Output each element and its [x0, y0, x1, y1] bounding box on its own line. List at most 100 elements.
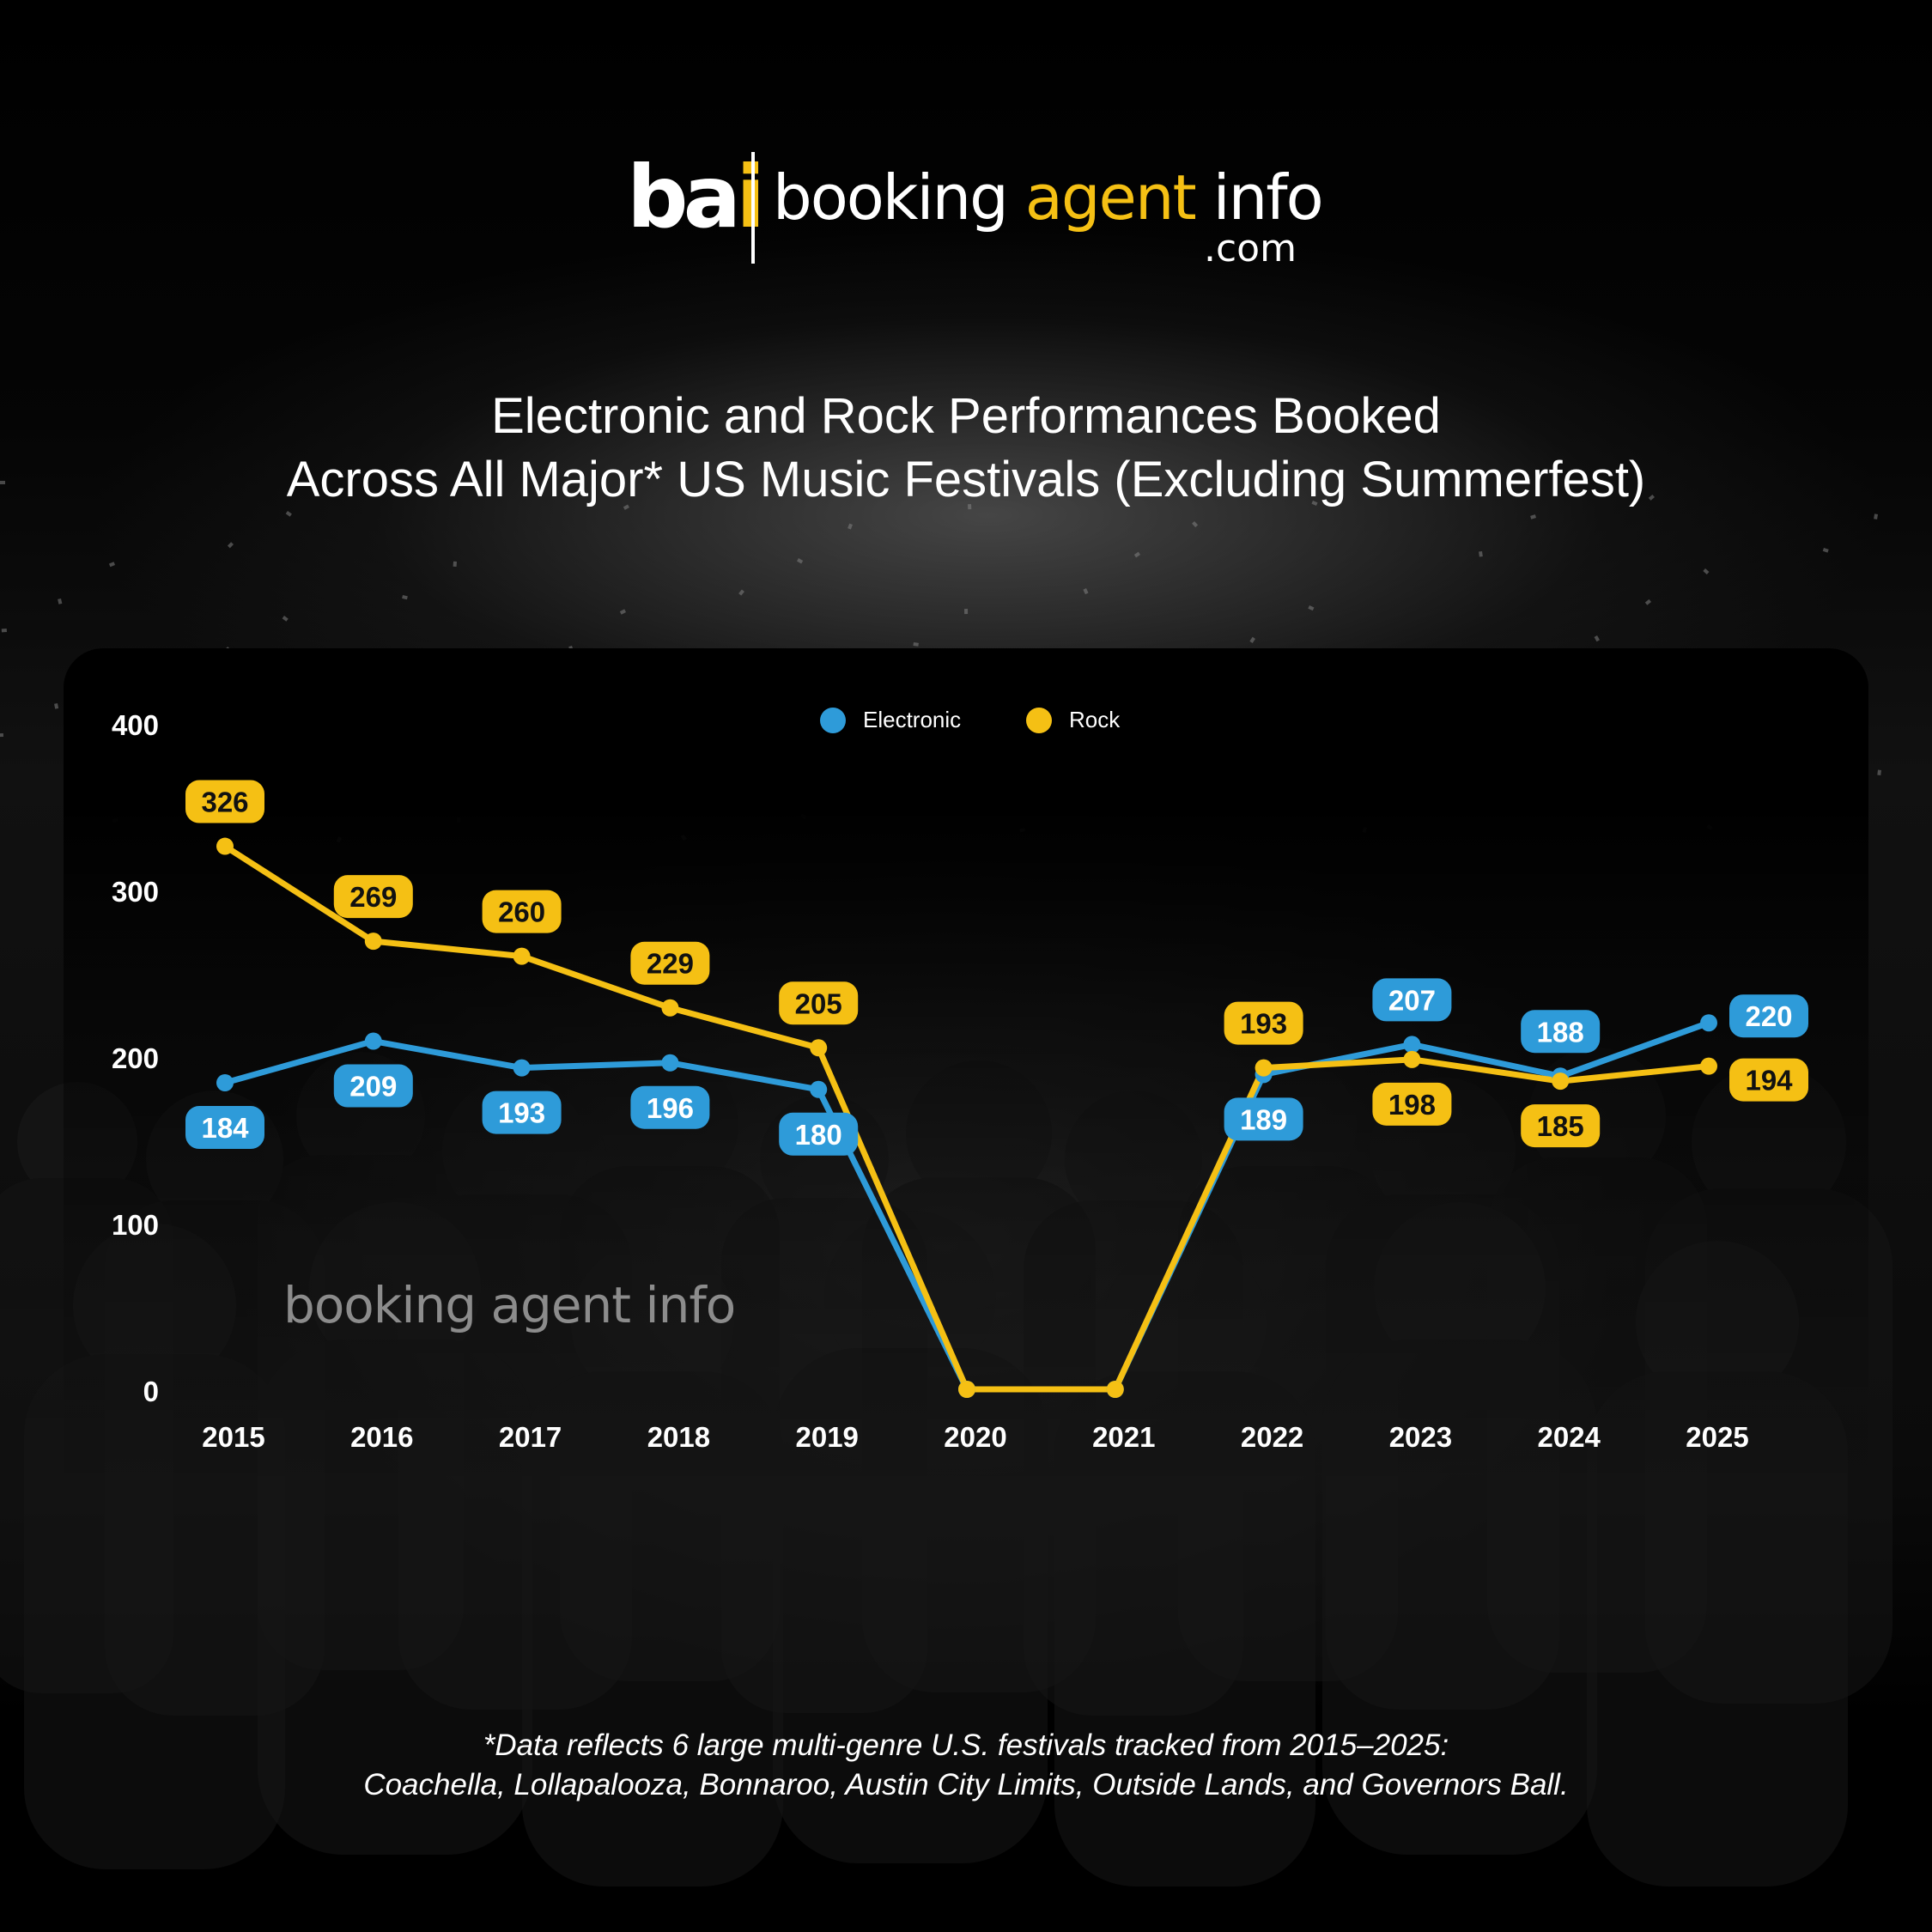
brand-name-agent: agent — [1024, 161, 1197, 234]
x-tick-label: 2023 — [1389, 1421, 1452, 1453]
footnote: *Data reflects 6 large multi-genre U.S. … — [0, 1726, 1932, 1805]
brand-divider — [751, 152, 755, 264]
confetti-1 — [282, 616, 289, 622]
footnote-line-1: *Data reflects 6 large multi-genre U.S. … — [483, 1728, 1449, 1762]
svg-text:188: 188 — [1537, 1016, 1584, 1048]
data-point-rock — [1552, 1072, 1570, 1091]
confetti-68 — [1, 629, 7, 633]
data-point-electronic — [216, 1074, 234, 1092]
x-tick-label: 2020 — [944, 1421, 1006, 1453]
brand-mark-b: b — [627, 147, 689, 247]
confetti-57 — [738, 589, 745, 596]
confetti-9 — [619, 609, 627, 615]
data-label-electronic: 196 — [630, 1085, 710, 1129]
x-tick-label: 2022 — [1241, 1421, 1303, 1453]
svg-text:193: 193 — [498, 1097, 545, 1129]
svg-text:205: 205 — [795, 987, 842, 1019]
data-label-electronic: 207 — [1372, 978, 1452, 1022]
confetti-54 — [1822, 548, 1829, 553]
data-point-electronic — [513, 1059, 531, 1077]
confetti-41 — [58, 598, 63, 605]
x-tick-label: 2015 — [202, 1421, 264, 1453]
data-label-electronic: 209 — [333, 1064, 413, 1108]
data-point-rock — [216, 837, 234, 855]
svg-text:198: 198 — [1388, 1089, 1436, 1121]
brand-mark-a: a — [683, 147, 742, 247]
confetti-61 — [1877, 769, 1881, 775]
y-tick-label: 100 — [112, 1209, 159, 1241]
chart-title-line-1: Electronic and Rock Performances Booked — [491, 388, 1441, 444]
data-point-rock — [1700, 1057, 1717, 1075]
confetti-62 — [227, 542, 234, 549]
y-tick-label: 200 — [112, 1042, 159, 1074]
x-tick-label: 2019 — [795, 1421, 858, 1453]
x-tick-label: 2017 — [499, 1421, 562, 1453]
data-label-rock: 229 — [630, 941, 710, 985]
data-point-electronic — [661, 1054, 679, 1072]
data-point-rock — [958, 1381, 975, 1398]
svg-text:194: 194 — [1745, 1065, 1793, 1097]
data-point-rock — [1403, 1050, 1421, 1068]
legend-label-rock: Rock — [1069, 707, 1121, 732]
chart-title: Electronic and Rock Performances Booked … — [0, 385, 1932, 512]
confetti-43 — [623, 504, 630, 510]
data-label-rock: 194 — [1729, 1058, 1808, 1102]
legend-marker-electronic — [820, 708, 846, 733]
x-tick-label: 2021 — [1092, 1421, 1155, 1453]
legend-label-electronic: Electronic — [863, 707, 961, 732]
data-label-electronic: 180 — [779, 1112, 859, 1156]
footnote-line-2: Coachella, Lollapalooza, Bonnaroo, Austi… — [363, 1768, 1569, 1801]
data-label-rock: 198 — [1372, 1082, 1452, 1126]
confetti-46 — [1479, 550, 1483, 557]
data-label-electronic: 220 — [1729, 994, 1808, 1038]
data-point-electronic — [1700, 1014, 1717, 1032]
confetti-35 — [285, 510, 292, 517]
data-point-electronic — [364, 1032, 382, 1050]
svg-text:185: 185 — [1537, 1110, 1584, 1142]
data-point-rock — [810, 1039, 828, 1057]
confetti-6 — [1703, 568, 1710, 574]
x-tick-label: 2025 — [1686, 1421, 1748, 1453]
confetti-19 — [1530, 514, 1536, 519]
svg-text:209: 209 — [349, 1071, 397, 1103]
svg-text:326: 326 — [201, 787, 248, 818]
y-tick-label: 400 — [112, 709, 159, 741]
chart-title-line-2: Across All Major* US Music Festivals (Ex… — [286, 452, 1646, 507]
confetti-3 — [848, 523, 853, 530]
confetti-7 — [54, 703, 59, 709]
svg-text:193: 193 — [1240, 1008, 1287, 1040]
confetti-27 — [1874, 513, 1878, 519]
x-tick-label: 2018 — [647, 1421, 710, 1453]
confetti-44 — [913, 642, 919, 647]
confetti-22 — [453, 561, 458, 567]
confetti-52 — [1249, 636, 1256, 643]
data-label-electronic: 193 — [482, 1091, 562, 1134]
data-point-rock — [1106, 1381, 1124, 1398]
confetti-0 — [0, 481, 5, 484]
svg-text:260: 260 — [498, 896, 545, 928]
svg-text:220: 220 — [1745, 1000, 1792, 1032]
data-label-rock: 185 — [1521, 1104, 1601, 1148]
confetti-51 — [968, 504, 972, 510]
data-point-rock — [513, 947, 531, 965]
data-label-rock: 269 — [333, 875, 413, 919]
x-tick-label: 2024 — [1537, 1421, 1601, 1453]
data-label-rock: 193 — [1224, 1001, 1303, 1045]
svg-text:229: 229 — [647, 948, 694, 980]
data-label-electronic: 189 — [1224, 1097, 1303, 1141]
confetti-49 — [402, 594, 408, 600]
brand-name: booking agent info — [773, 159, 1324, 236]
y-tick-label: 0 — [143, 1376, 159, 1407]
confetti-38 — [1133, 551, 1140, 558]
data-point-electronic — [810, 1080, 828, 1098]
data-point-electronic — [1403, 1036, 1421, 1054]
y-tick-label: 300 — [112, 876, 159, 908]
svg-text:184: 184 — [201, 1112, 249, 1144]
data-point-rock — [1255, 1059, 1273, 1077]
svg-text:196: 196 — [647, 1092, 694, 1124]
confetti-14 — [108, 562, 116, 568]
watermark: booking agent info — [283, 1276, 735, 1334]
data-label-rock: 326 — [185, 780, 264, 823]
confetti-30 — [797, 558, 804, 564]
